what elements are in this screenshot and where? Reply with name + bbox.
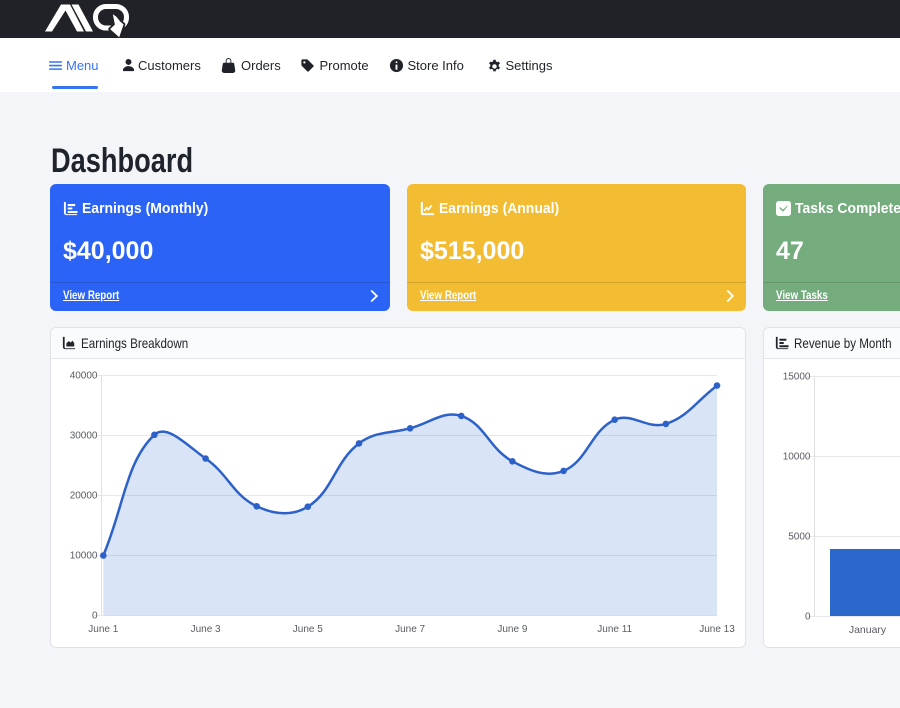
svg-text:June 9: June 9 <box>497 624 527 635</box>
svg-text:0: 0 <box>92 611 98 622</box>
svg-text:5000: 5000 <box>788 532 811 543</box>
svg-text:June 1: June 1 <box>88 624 118 635</box>
svg-text:June 13: June 13 <box>699 624 735 635</box>
svg-text:January: January <box>849 624 887 636</box>
svg-text:June 5: June 5 <box>293 624 323 635</box>
svg-text:40000: 40000 <box>70 371 98 382</box>
svg-text:0: 0 <box>805 612 811 623</box>
svg-text:June 7: June 7 <box>395 624 425 635</box>
svg-text:June 3: June 3 <box>191 624 221 635</box>
svg-text:15000: 15000 <box>783 372 811 383</box>
svg-text:20000: 20000 <box>70 491 98 502</box>
svg-text:10000: 10000 <box>783 452 811 463</box>
svg-text:30000: 30000 <box>70 431 98 442</box>
svg-text:10000: 10000 <box>70 551 98 562</box>
svg-text:June 11: June 11 <box>597 624 632 635</box>
